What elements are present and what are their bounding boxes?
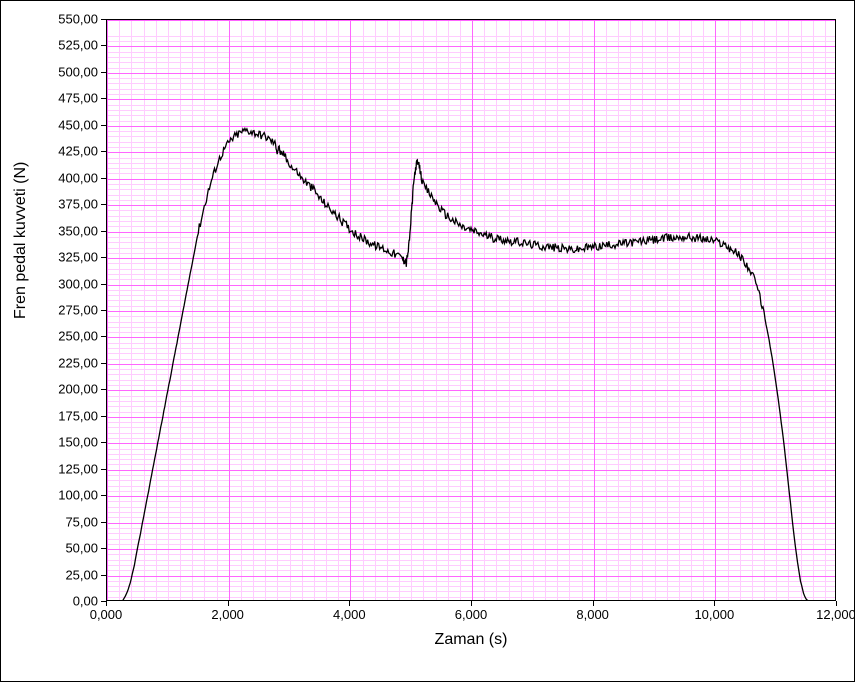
- y-tick-label: 225,00: [38, 355, 98, 370]
- x-tick-label: 4,000: [319, 607, 379, 622]
- x-tick-label: 10,000: [684, 607, 744, 622]
- y-tick-label: 500,00: [38, 64, 98, 79]
- y-tick-label: 525,00: [38, 38, 98, 53]
- x-tick-label: 6,000: [441, 607, 501, 622]
- y-tick-label: 125,00: [38, 461, 98, 476]
- plot-area: [106, 19, 836, 601]
- x-axis-label: Zaman (s): [411, 631, 531, 649]
- chart-frame: 0,0025,0050,0075,00100,00125,00150,00175…: [0, 0, 855, 682]
- y-tick-label: 100,00: [38, 488, 98, 503]
- y-tick-label: 300,00: [38, 276, 98, 291]
- y-tick-label: 325,00: [38, 250, 98, 265]
- y-tick-label: 200,00: [38, 382, 98, 397]
- y-tick-label: 375,00: [38, 197, 98, 212]
- y-tick-label: 400,00: [38, 170, 98, 185]
- x-tick-label: 12,000: [806, 607, 855, 622]
- x-tick-label: 8,000: [563, 607, 623, 622]
- y-tick-label: 475,00: [38, 91, 98, 106]
- y-tick-label: 250,00: [38, 329, 98, 344]
- y-tick-label: 150,00: [38, 435, 98, 450]
- y-tick-label: 275,00: [38, 303, 98, 318]
- y-axis-label: Fren pedal kuvveti (N): [12, 299, 30, 319]
- x-tick-label: 0,000: [76, 607, 136, 622]
- y-tick-label: 425,00: [38, 144, 98, 159]
- y-tick-label: 25,00: [38, 567, 98, 582]
- y-tick-label: 50,00: [38, 541, 98, 556]
- y-tick-label: 550,00: [38, 12, 98, 27]
- y-tick-label: 350,00: [38, 223, 98, 238]
- data-series-line: [107, 20, 836, 601]
- y-tick-label: 75,00: [38, 514, 98, 529]
- y-tick-label: 450,00: [38, 117, 98, 132]
- x-tick-label: 2,000: [198, 607, 258, 622]
- y-tick-label: 175,00: [38, 408, 98, 423]
